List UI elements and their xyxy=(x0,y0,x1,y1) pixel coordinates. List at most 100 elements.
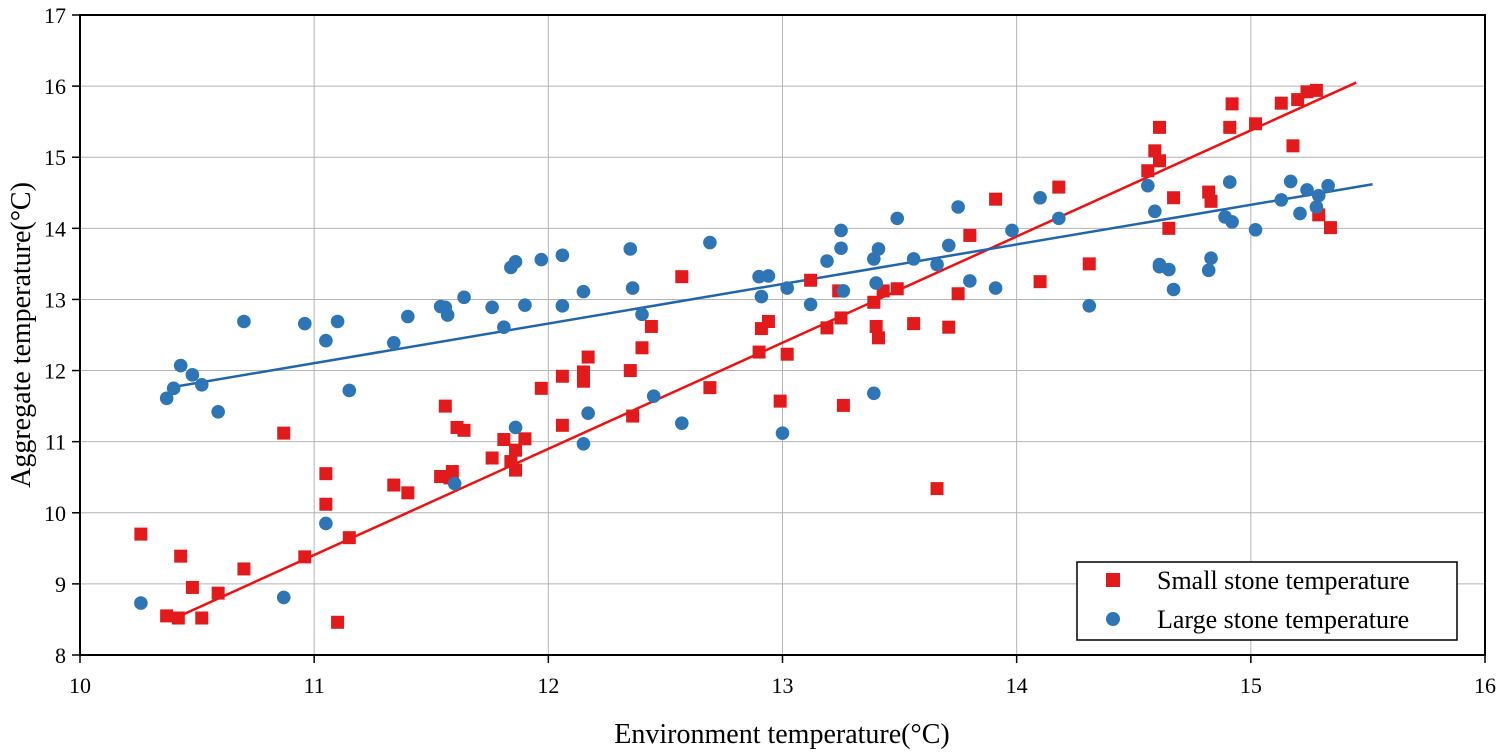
y-tick-label: 14 xyxy=(44,216,66,241)
large-stone-point xyxy=(555,299,570,313)
large-stone-point xyxy=(623,242,638,256)
small-stone-point xyxy=(485,451,499,465)
small-stone-point xyxy=(174,549,188,563)
large-stone-point xyxy=(457,290,471,305)
large-stone-point xyxy=(497,320,511,334)
large-stone-point xyxy=(1204,251,1218,265)
large-stone-point xyxy=(581,406,595,421)
large-stone-point xyxy=(836,284,851,298)
small-stone-point xyxy=(626,409,640,423)
large-stone-point xyxy=(134,596,148,610)
small-stone-point xyxy=(319,467,333,481)
large-stone-point xyxy=(401,309,415,324)
large-stone-point xyxy=(508,420,523,435)
small-stone-point xyxy=(1162,221,1176,235)
small-stone-point xyxy=(752,345,766,359)
large-stone-point xyxy=(1274,193,1289,207)
large-stone-point xyxy=(447,476,462,491)
y-tick-label: 12 xyxy=(44,359,66,384)
x-tick-label: 16 xyxy=(1474,673,1496,698)
small-stone-point xyxy=(195,611,209,625)
y-tick-label: 10 xyxy=(44,501,66,526)
small-stone-point xyxy=(675,270,689,284)
small-stone-point xyxy=(298,550,312,564)
large-stone-point xyxy=(930,257,944,272)
large-stone-point xyxy=(534,252,549,267)
large-stone-point xyxy=(1321,178,1335,193)
small-stone-point xyxy=(1225,97,1239,111)
legend-box xyxy=(1076,561,1458,641)
small-stone-point xyxy=(623,364,637,378)
large-stone-point xyxy=(820,254,834,268)
small-stone-point xyxy=(1153,154,1167,168)
large-stone-point xyxy=(276,590,291,605)
small-stone-point xyxy=(518,432,532,446)
large-stone-point xyxy=(988,281,1003,295)
small-stone-point xyxy=(942,320,956,334)
large-stone-point xyxy=(754,289,769,304)
large-stone-point xyxy=(761,269,776,283)
small-stone-point xyxy=(869,319,883,333)
small-stone-point xyxy=(907,317,921,331)
large-stone-trendline xyxy=(173,183,1373,389)
grid-lines xyxy=(80,15,1485,655)
small-stone-point xyxy=(872,331,886,345)
large-stone-point xyxy=(330,314,345,329)
large-stone-point xyxy=(1248,222,1263,237)
large-stone-point xyxy=(1141,178,1155,193)
x-tick-label: 12 xyxy=(537,673,559,698)
large-stone-point xyxy=(319,516,333,531)
large-stone-point xyxy=(1201,263,1216,278)
large-stone-point xyxy=(1309,200,1324,214)
small-stone-point xyxy=(211,586,225,600)
large-stone-point xyxy=(625,281,640,295)
large-stone-point xyxy=(576,284,591,299)
small-stone-point xyxy=(185,580,199,594)
small-stone-point xyxy=(1167,191,1181,205)
x-tick-label: 14 xyxy=(1006,673,1028,698)
y-tick-label: 16 xyxy=(44,74,66,99)
large-stone-point xyxy=(703,235,717,250)
legend-square-marker xyxy=(1106,573,1120,587)
small-stone-point xyxy=(1153,120,1167,134)
y-tick-label: 17 xyxy=(44,3,66,28)
axis-ticks xyxy=(72,14,1486,663)
large-stone-point xyxy=(1005,223,1019,238)
small-stone-point xyxy=(820,321,834,335)
small-stone-point xyxy=(497,433,511,447)
small-stone-point xyxy=(401,486,415,500)
small-stone-point xyxy=(445,465,459,479)
small-stone-point xyxy=(761,314,775,328)
large-stone-point xyxy=(508,254,523,269)
large-stone-point xyxy=(237,314,251,329)
small-stone-point xyxy=(319,497,333,511)
x-axis-title: Environment temperature(°C) xyxy=(614,719,949,750)
large-stone-point xyxy=(386,336,401,350)
large-stone-point xyxy=(576,437,591,451)
small-stone-point xyxy=(555,369,569,383)
large-stone-point xyxy=(1166,282,1181,297)
y-tick-label: 8 xyxy=(55,643,66,668)
large-stone-point xyxy=(173,358,188,373)
large-stone-point xyxy=(775,426,790,440)
small-stone-point xyxy=(1033,275,1047,289)
large-stone-point xyxy=(906,252,921,266)
large-stone-point xyxy=(298,316,312,331)
small-stone-point xyxy=(930,482,944,496)
small-stone-point xyxy=(780,347,794,361)
small-stone-point xyxy=(576,374,590,388)
small-stone-point xyxy=(963,228,977,242)
large-stone-point xyxy=(1283,174,1298,189)
large-stone-point xyxy=(834,223,848,238)
large-stone-point xyxy=(1052,211,1066,226)
large-stone-point xyxy=(1222,175,1237,189)
large-stone-point xyxy=(675,416,689,430)
large-stone-point xyxy=(1225,215,1239,229)
large-stone-point xyxy=(941,238,956,253)
small-stone-point xyxy=(555,418,569,432)
large-stone-point xyxy=(867,386,881,401)
small-stone-point xyxy=(438,399,452,413)
small-stone-point xyxy=(834,311,848,325)
large-stone-point xyxy=(342,383,357,398)
small-stone-point xyxy=(342,531,356,545)
